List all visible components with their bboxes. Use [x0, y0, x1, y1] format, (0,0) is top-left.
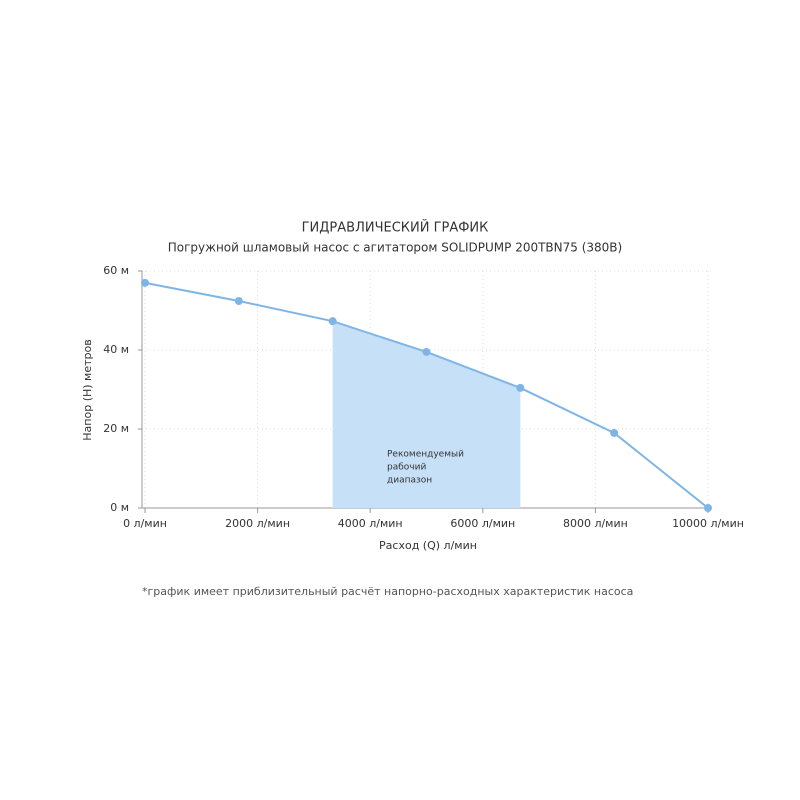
x-tick-label: 6000 л/мин — [450, 517, 515, 530]
data-point — [328, 317, 337, 326]
y-tick-label: 20 м — [103, 422, 129, 435]
data-point — [422, 347, 431, 356]
data-point — [234, 297, 243, 306]
x-tick-label: 2000 л/мин — [225, 517, 290, 530]
x-tick-label: 10000 л/мин — [672, 517, 744, 530]
x-tick-label: 0 л/мин — [123, 517, 167, 530]
highlight-area — [332, 321, 521, 508]
highlight-label: Рекомендуемый — [387, 450, 464, 460]
footnote: *график имеет приблизительный расчёт нап… — [142, 585, 633, 598]
x-tick-label: 4000 л/мин — [338, 517, 403, 530]
chart-subtitle: Погружной шламовый насос с агитатором SO… — [168, 241, 622, 255]
y-tick-label: 40 м — [103, 343, 129, 356]
chart-title: ГИДРАВЛИЧЕСКИЙ ГРАФИК — [302, 220, 489, 236]
data-point — [516, 383, 525, 392]
highlight-label: диапазон — [387, 476, 432, 486]
x-tick-label: 8000 л/мин — [563, 517, 628, 530]
y-tick-label: 0 м — [110, 501, 129, 514]
y-tick-label: 60 м — [103, 264, 129, 277]
x-axis-label: Расход (Q) л/мин — [379, 539, 477, 552]
data-point — [141, 278, 149, 287]
highlight-label: рабочий — [387, 463, 426, 473]
data-point — [610, 428, 619, 437]
data-point — [704, 504, 712, 512]
y-axis-label: Напор (H) метров — [81, 339, 94, 440]
